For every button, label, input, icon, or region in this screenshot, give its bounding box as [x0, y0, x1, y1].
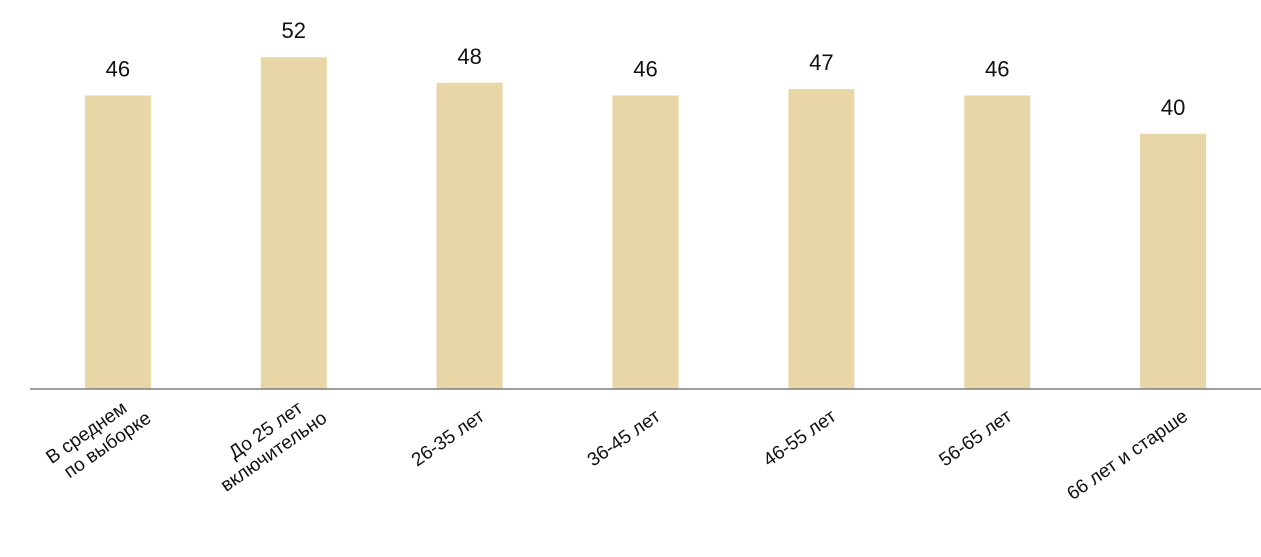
- bar-1: [84, 95, 151, 389]
- category-label-line: 36-45 лет: [584, 406, 665, 471]
- bar-6: [964, 95, 1031, 389]
- bars-group: [84, 57, 1207, 390]
- category-label-line: 26-35 лет: [408, 406, 489, 471]
- category-label-6: 56-65 лет: [936, 406, 1017, 471]
- bar-3: [436, 82, 503, 390]
- category-label-1: В среднемпо выборке: [42, 390, 155, 487]
- bar-5: [788, 89, 855, 389]
- value-label-6: 46: [985, 57, 1009, 82]
- value-label-7: 40: [1161, 95, 1185, 120]
- value-label-2: 52: [282, 18, 306, 43]
- category-label-line: 46-55 лет: [760, 406, 841, 471]
- category-labels-group: В среднемпо выборке До 25 летвключительно…: [42, 390, 1192, 505]
- category-label-7: 66 лет и старше: [1063, 406, 1192, 505]
- value-label-1: 46: [106, 57, 130, 82]
- bar-7: [1140, 133, 1207, 389]
- value-label-4: 46: [633, 57, 657, 82]
- value-label-5: 47: [809, 50, 833, 75]
- category-label-line: 66 лет и старше: [1063, 406, 1192, 505]
- bar-2: [260, 57, 327, 389]
- category-label-line: 56-65 лет: [936, 406, 1017, 471]
- bar-4: [612, 95, 679, 389]
- category-label-5: 46-55 лет: [760, 406, 841, 471]
- category-label-3: 26-35 лет: [408, 406, 489, 471]
- value-label-3: 48: [457, 44, 481, 69]
- category-label-4: 36-45 лет: [584, 406, 665, 471]
- category-label-2: До 25 летвключительно: [204, 390, 331, 497]
- value-labels-group: 46 52 48 46 47 46 40: [106, 18, 1186, 120]
